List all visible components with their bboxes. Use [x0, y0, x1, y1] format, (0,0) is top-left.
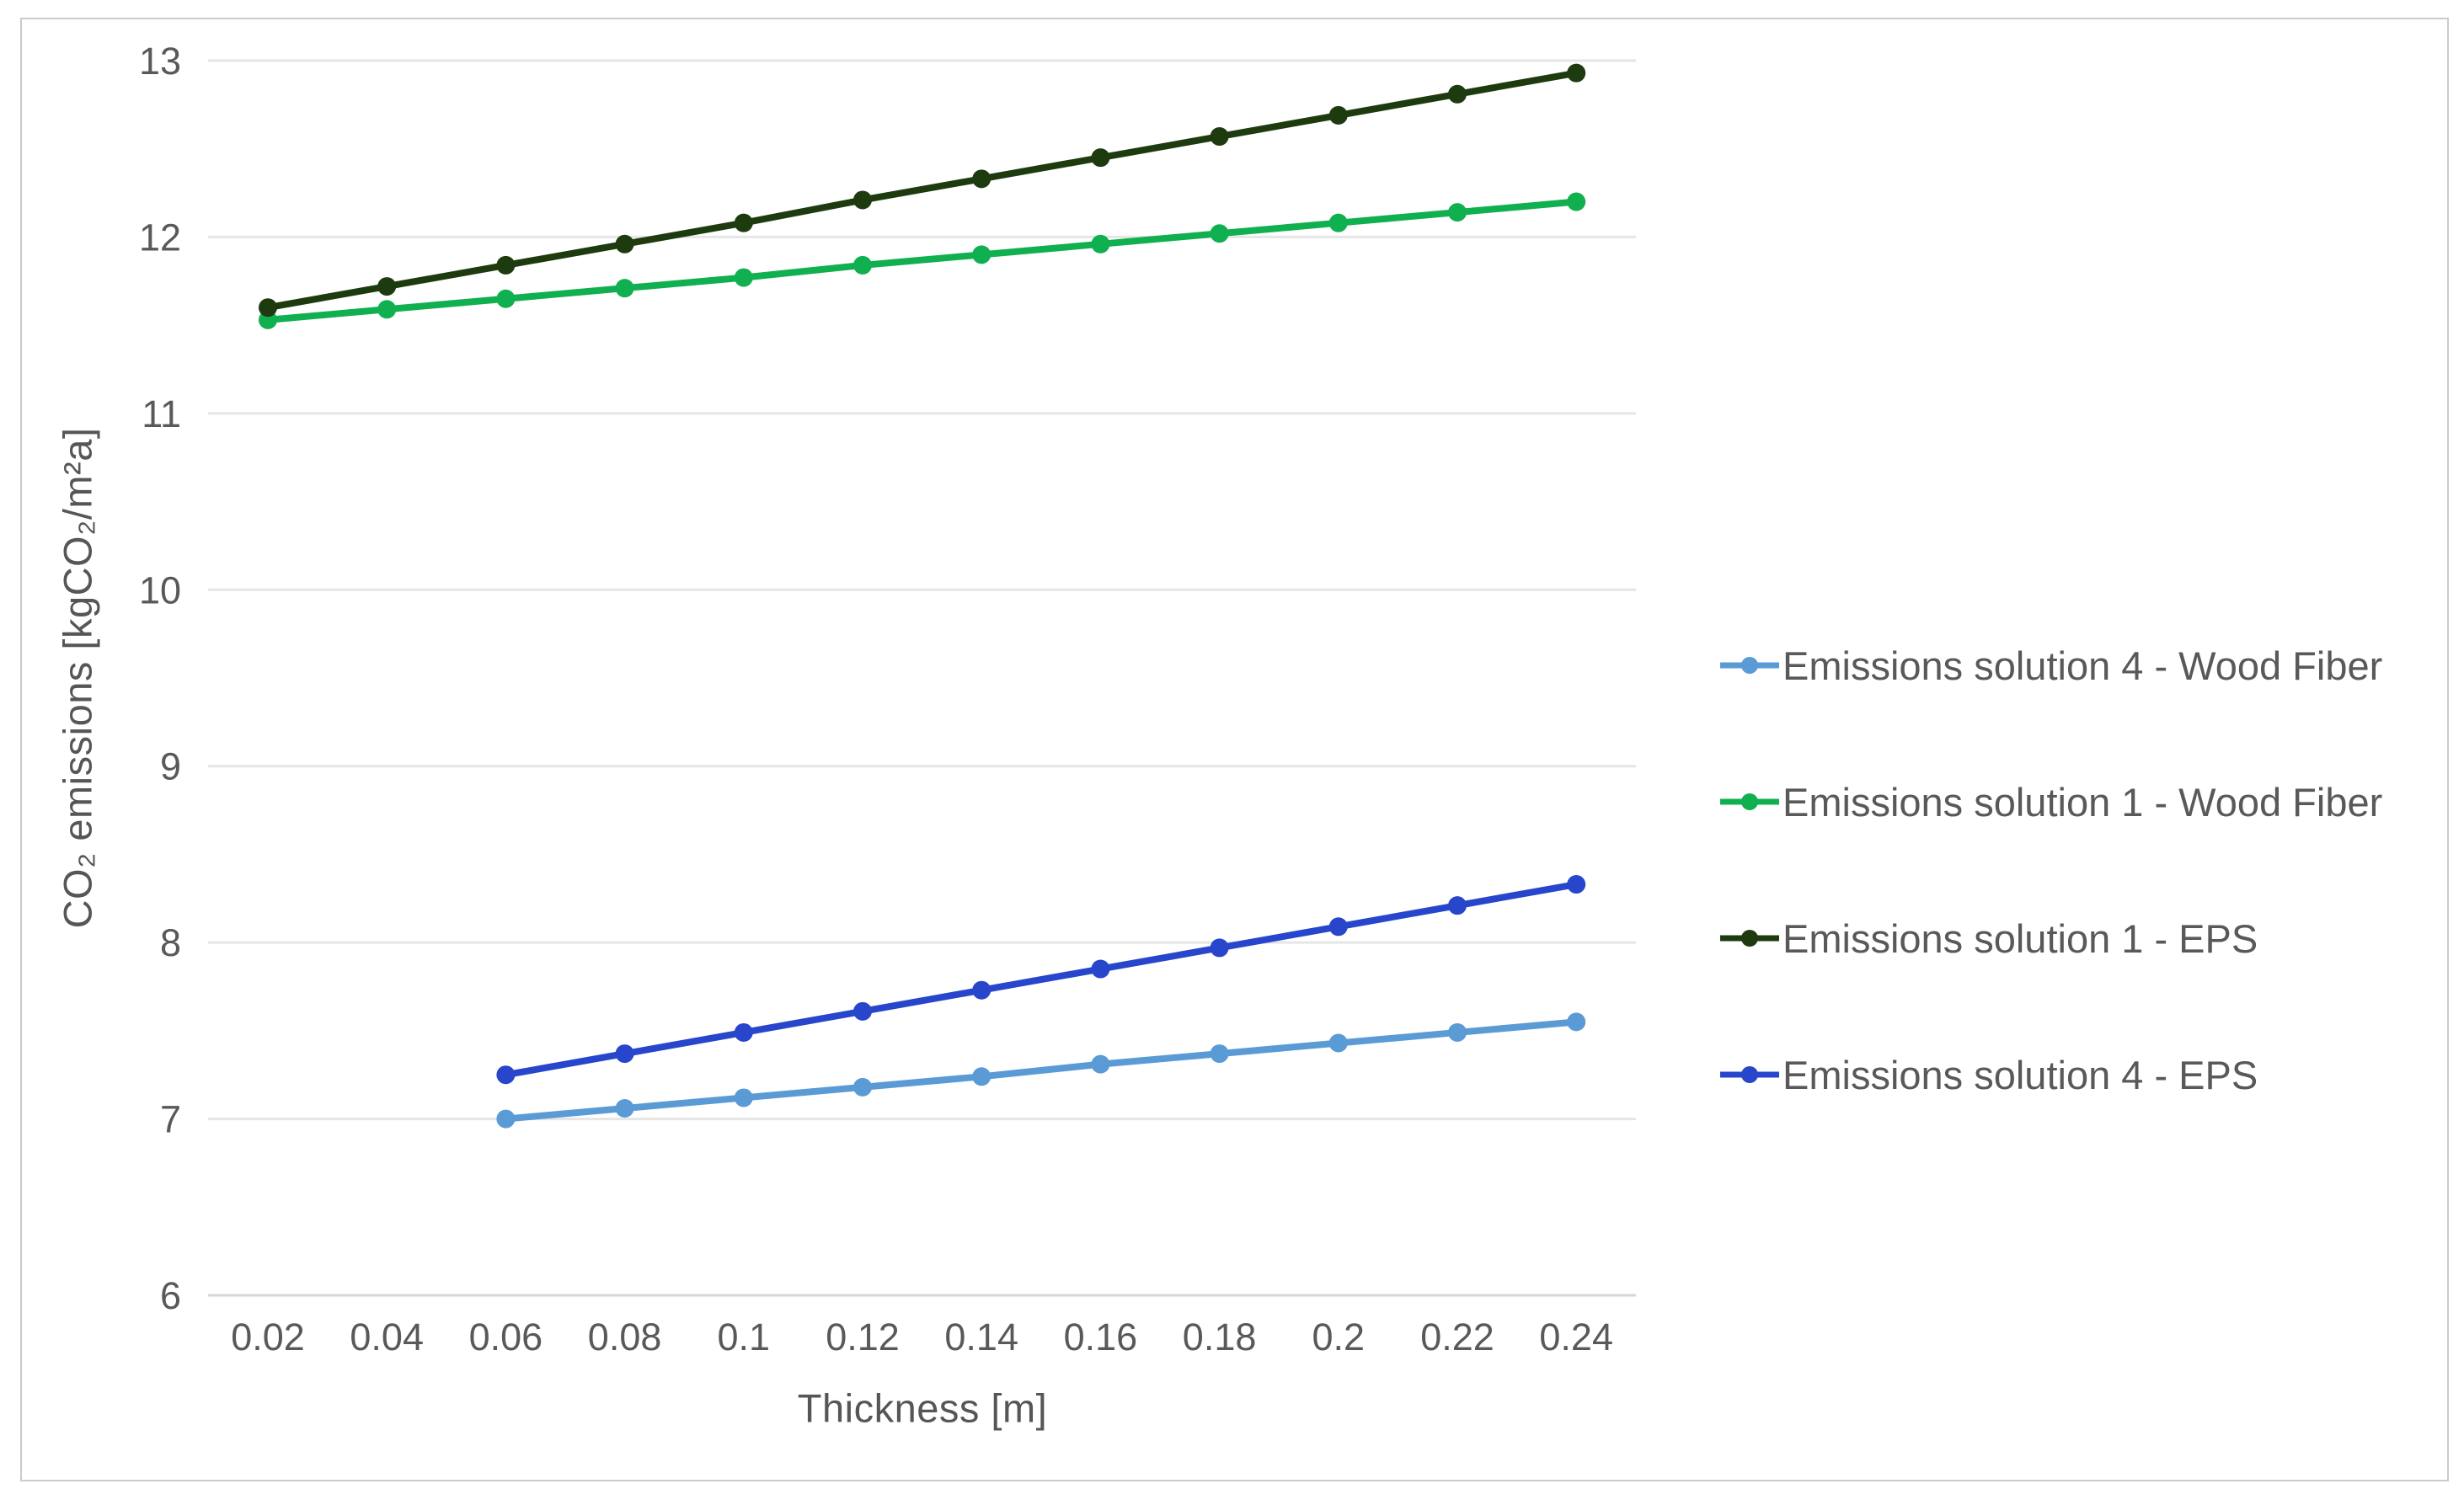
data-point-marker [1091, 234, 1110, 254]
y-tick-label: 8 [160, 921, 181, 964]
data-point-marker [615, 1099, 634, 1118]
y-tick-label: 11 [142, 392, 181, 435]
y-tick-label: 6 [160, 1274, 181, 1317]
data-point-marker [734, 1088, 753, 1107]
data-point-marker [377, 300, 397, 319]
x-tick-label: 0.02 [231, 1316, 305, 1358]
data-point-marker [496, 1109, 516, 1129]
legend-marker-line-icon [1720, 930, 1779, 947]
x-tick-label: 0.1 [718, 1316, 771, 1358]
y-tick-label: 9 [160, 745, 181, 788]
x-tick-label: 0.08 [588, 1316, 662, 1358]
legend-item: Emissions solution 1 - Wood Fiber [1718, 775, 2382, 829]
data-point-marker [615, 234, 634, 254]
data-point-marker [1091, 148, 1110, 168]
data-point-marker [1210, 127, 1229, 147]
data-point-marker [1448, 1022, 1467, 1042]
legend-label: Emissions solution 1 - Wood Fiber [1783, 779, 2383, 825]
data-point-marker [853, 190, 872, 210]
x-tick-label: 0.18 [1183, 1316, 1257, 1358]
data-point-marker [972, 1067, 991, 1086]
data-point-marker [615, 279, 634, 298]
y-tick-label: 10 [139, 568, 181, 611]
data-point-marker [1210, 224, 1229, 243]
y-tick-label: 12 [139, 216, 181, 259]
data-point-marker [972, 980, 991, 1000]
data-point-marker [377, 277, 397, 296]
legend-label: Emissions solution 4 - Wood Fiber [1783, 643, 2383, 688]
y-tick-label: 13 [139, 40, 181, 83]
data-point-marker [1567, 1012, 1586, 1032]
y-axis-title: CO₂ emissions [kgCO₂/m²a] [55, 427, 100, 929]
data-point-marker [853, 255, 872, 275]
series-line [265, 198, 1580, 323]
series-line [265, 69, 1580, 312]
series-line [502, 1018, 1580, 1123]
data-point-marker [1448, 203, 1467, 222]
data-point-marker [496, 255, 516, 275]
data-point-marker [1328, 105, 1348, 125]
data-point-marker [1448, 84, 1467, 104]
data-point-marker [1091, 1054, 1110, 1074]
legend-marker-line-icon [1720, 657, 1779, 674]
x-tick-label: 0.2 [1312, 1316, 1366, 1358]
x-tick-label: 0.14 [944, 1316, 1018, 1358]
x-tick-label: 0.12 [826, 1316, 900, 1358]
data-point-marker [734, 213, 753, 232]
data-point-marker [1567, 875, 1586, 894]
data-point-marker [853, 1077, 872, 1097]
data-point-marker [1328, 1033, 1348, 1053]
data-point-marker [972, 245, 991, 264]
data-point-marker [259, 298, 277, 318]
data-point-marker [615, 1044, 634, 1064]
series-line [502, 881, 1580, 1079]
data-point-marker [734, 1022, 753, 1042]
legend: Emissions solution 4 - Wood Fiber Emissio… [1718, 638, 2382, 1184]
y-tick-label: 7 [160, 1098, 181, 1141]
x-tick-label: 0.04 [350, 1316, 424, 1358]
data-point-marker [1567, 192, 1586, 211]
data-point-marker [1448, 896, 1467, 915]
data-point-marker [496, 1065, 516, 1085]
x-axis-title: Thickness [m] [797, 1385, 1048, 1431]
x-tick-label: 0.22 [1420, 1316, 1494, 1358]
x-tick-label: 0.06 [469, 1316, 543, 1358]
legend-item: Emissions solution 1 - EPS [1718, 911, 2382, 965]
legend-label: Emissions solution 1 - EPS [1783, 915, 2258, 961]
x-tick-label: 0.16 [1064, 1316, 1138, 1358]
data-point-marker [496, 289, 516, 308]
legend-item: Emissions solution 4 - Wood Fiber [1718, 638, 2382, 692]
data-point-marker [853, 1001, 872, 1021]
data-point-marker [972, 169, 991, 189]
data-point-marker [1328, 213, 1348, 232]
legend-marker-line-icon [1720, 793, 1779, 810]
data-point-marker [734, 268, 753, 287]
data-point-marker [1210, 938, 1229, 958]
data-point-marker [1210, 1044, 1229, 1064]
legend-item: Emissions solution 4 - EPS [1718, 1048, 2382, 1102]
legend-label: Emissions solution 4 - EPS [1783, 1052, 2258, 1097]
data-point-marker [1091, 959, 1110, 979]
x-tick-label: 0.24 [1539, 1316, 1613, 1358]
data-point-marker [1567, 63, 1586, 83]
data-point-marker [1328, 917, 1348, 937]
legend-marker-line-icon [1720, 1066, 1779, 1083]
